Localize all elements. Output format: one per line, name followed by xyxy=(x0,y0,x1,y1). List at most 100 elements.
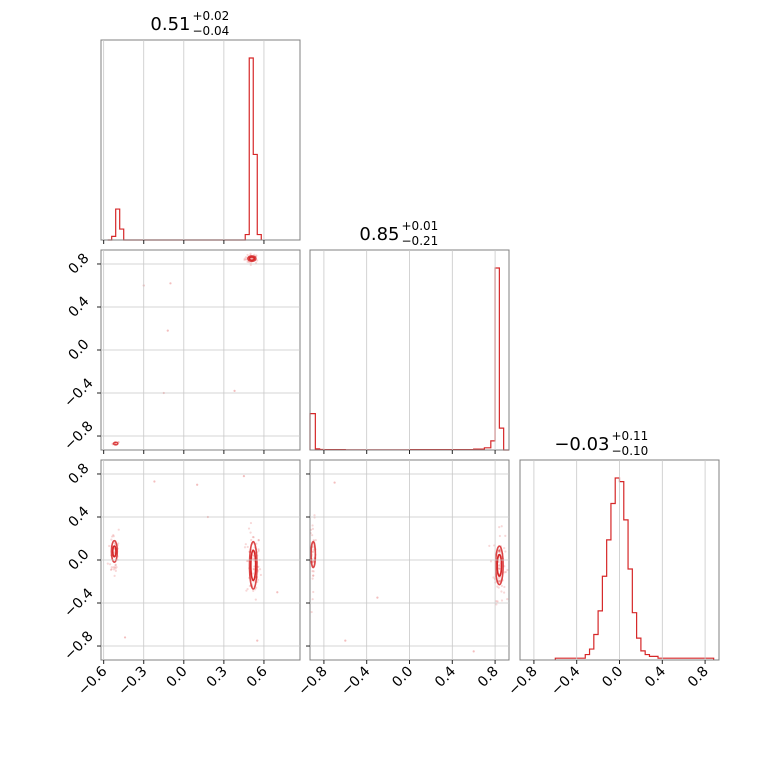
param-2-upper-error: +0.01 xyxy=(402,219,439,233)
sample-point xyxy=(257,538,260,542)
sample-point xyxy=(249,263,252,267)
sample-point xyxy=(112,534,115,537)
sample-point xyxy=(250,538,253,542)
sample-point xyxy=(112,566,115,569)
density-contour xyxy=(111,545,117,558)
outlier-point xyxy=(376,596,379,599)
y-tick-label: −0.4 xyxy=(61,375,96,410)
sample-point xyxy=(503,547,506,550)
sample-point xyxy=(110,535,114,538)
x-tick-label: 0.0 xyxy=(389,664,416,691)
sample-point xyxy=(312,570,315,573)
outlier-point xyxy=(242,475,246,478)
sample-point xyxy=(249,531,252,534)
outlier-point xyxy=(472,650,475,653)
sample-point xyxy=(110,566,113,569)
sample-point xyxy=(503,571,506,574)
outlier-point xyxy=(344,639,347,642)
histogram-panel-2: 0.85 +0.01−0.21 xyxy=(309,219,510,451)
sample-point xyxy=(489,560,493,563)
sample-point xyxy=(251,572,254,575)
outlier-point xyxy=(153,480,156,483)
sample-point xyxy=(108,544,111,548)
sample-point xyxy=(498,580,501,583)
param-3-upper-error: +0.11 xyxy=(612,429,649,443)
sample-point xyxy=(113,551,116,554)
density-contour xyxy=(248,540,258,590)
density-contour xyxy=(110,539,119,563)
histogram-steps-1 xyxy=(107,57,262,241)
sample-point xyxy=(253,565,256,568)
sample-point xyxy=(257,565,260,568)
sample-point xyxy=(114,567,117,570)
sample-point xyxy=(255,254,258,257)
sample-point xyxy=(506,597,509,601)
x-tick-label: −0.3 xyxy=(115,664,150,699)
sample-point xyxy=(117,542,120,545)
sample-point xyxy=(503,591,506,594)
sample-point xyxy=(246,260,249,263)
sample-point xyxy=(497,577,501,580)
sample-point xyxy=(311,570,314,573)
sample-point xyxy=(312,574,315,577)
y-tick-label: −0.8 xyxy=(61,628,96,663)
sample-point xyxy=(498,525,501,529)
sample-point xyxy=(506,568,509,572)
outlier-point xyxy=(166,329,169,332)
sample-point xyxy=(106,562,109,565)
sample-point xyxy=(252,536,255,539)
y-tick-label: 0.8 xyxy=(65,460,92,487)
sample-point xyxy=(311,524,314,527)
sample-point xyxy=(312,560,315,563)
sample-point xyxy=(254,261,258,265)
param-1-median: 0.51 xyxy=(150,14,190,35)
sample-point xyxy=(114,569,117,572)
param-1-upper-error: +0.02 xyxy=(193,9,230,23)
y-tick-label: 0.0 xyxy=(65,336,92,363)
sample-point xyxy=(257,549,260,552)
outlier-point xyxy=(123,636,127,639)
sample-point xyxy=(498,549,502,552)
sample-point xyxy=(496,600,499,603)
sample-point xyxy=(243,257,246,260)
sample-point xyxy=(109,568,113,571)
sample-point xyxy=(113,548,116,551)
sample-point xyxy=(498,567,501,570)
sample-point xyxy=(251,535,255,539)
sample-point xyxy=(497,549,500,552)
sample-point xyxy=(113,541,116,544)
sample-point xyxy=(312,574,315,577)
sample-point xyxy=(313,514,316,517)
x-tick-label: 0.8 xyxy=(685,664,712,691)
sample-point xyxy=(497,579,500,582)
sample-point xyxy=(311,550,315,553)
sample-point xyxy=(247,527,251,530)
histogram-steps-3 xyxy=(554,477,715,660)
sample-point xyxy=(492,576,495,579)
x-tick-label: 0.3 xyxy=(204,664,231,691)
sample-point xyxy=(500,525,503,528)
sample-point xyxy=(246,545,249,549)
sample-point xyxy=(249,521,253,525)
sample-point xyxy=(498,534,501,538)
outlier-point xyxy=(196,483,199,486)
sample-point xyxy=(310,610,313,614)
density-contour xyxy=(247,255,257,263)
x-tick-label: 0.8 xyxy=(475,664,502,691)
sample-point xyxy=(488,544,491,547)
y-tick-label: 0.4 xyxy=(65,503,92,530)
sample-point xyxy=(498,549,501,552)
density-contour xyxy=(494,545,504,586)
outlier-point xyxy=(233,389,236,392)
histogram-panel-1: 0.51 +0.02−0.04 xyxy=(100,9,301,241)
outlier-point xyxy=(169,282,172,285)
density-contour xyxy=(250,549,257,582)
sample-point xyxy=(500,599,504,602)
sample-point xyxy=(498,563,501,567)
outlier-point xyxy=(256,639,259,642)
sample-point xyxy=(257,548,260,551)
sample-point xyxy=(249,252,252,255)
sample-point xyxy=(311,577,314,580)
param-3-median: −0.03 xyxy=(554,434,609,455)
sample-point xyxy=(497,560,500,563)
